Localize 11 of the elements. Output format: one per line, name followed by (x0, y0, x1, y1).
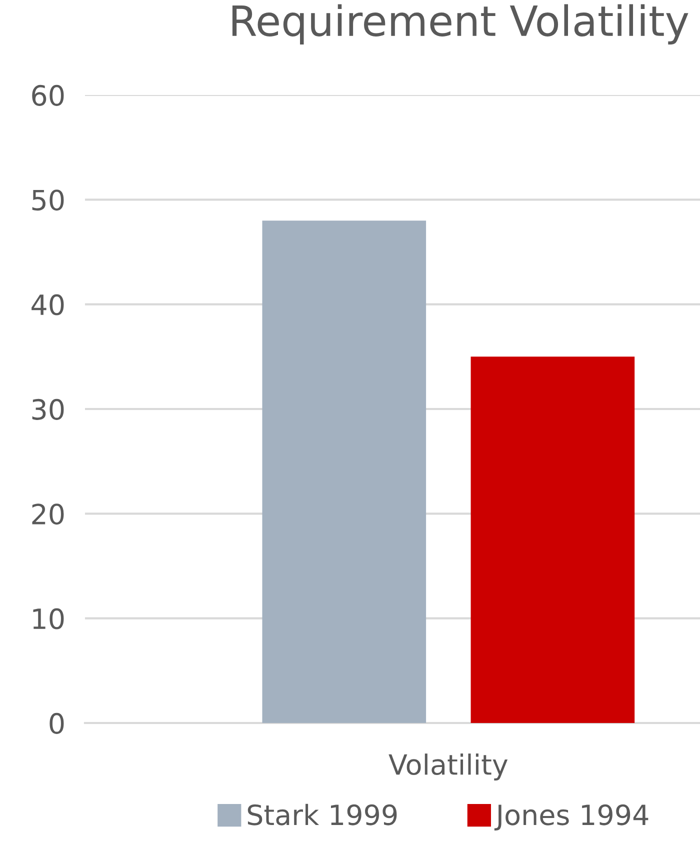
y-tick-label: 20 (32, 504, 64, 525)
y-tick-label: 40 (32, 294, 64, 316)
y-tick-label: 60 (32, 84, 64, 106)
legend-label: Stark 1999 (248, 804, 397, 826)
chart-title: Requirement Volatility (232, 4, 688, 45)
x-tick-label: Volatility (388, 754, 508, 780)
y-tick-label: 50 (32, 190, 64, 211)
legend-label: Jones 1994 (494, 804, 648, 831)
y-tick-label: 30 (32, 398, 64, 420)
y-tick-label: 0 (50, 712, 64, 734)
y-tick-label: 10 (33, 608, 64, 630)
